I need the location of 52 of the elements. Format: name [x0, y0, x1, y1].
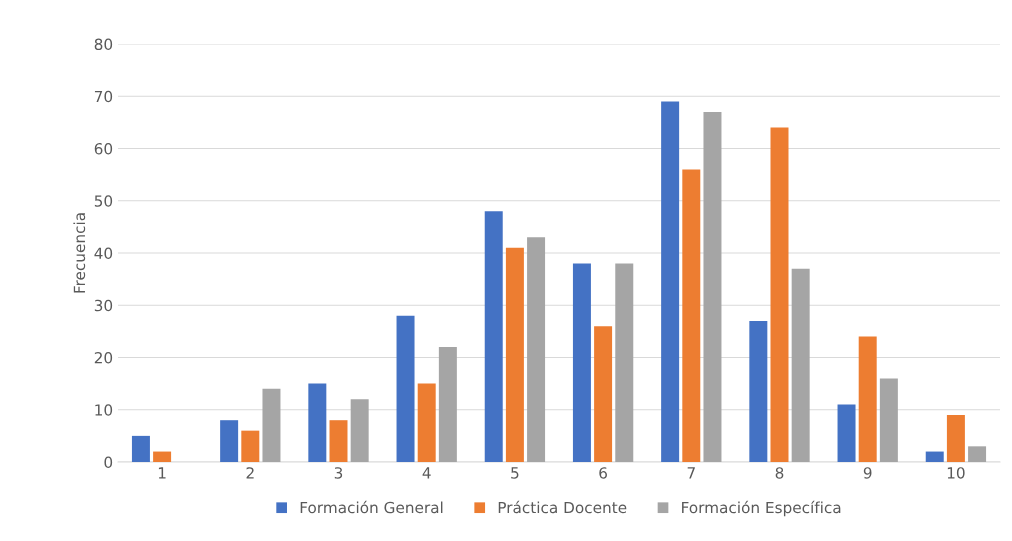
bar [484, 211, 503, 462]
legend-label: Formación General [300, 500, 443, 514]
x-tick-label: 6 [599, 467, 607, 479]
legend-label: Práctica Docente [498, 500, 627, 514]
bar [220, 420, 239, 462]
bar [925, 451, 944, 462]
x-tick-label: 7 [687, 467, 695, 479]
y-tick-label: 30 [94, 299, 113, 312]
x-tick-label: 1 [158, 467, 166, 479]
bar [879, 378, 898, 462]
bar [417, 383, 436, 462]
x-tick-label: 2 [246, 467, 254, 479]
bar [968, 446, 987, 462]
x-tick-label: 5 [511, 467, 519, 479]
bar [308, 383, 327, 462]
x-tick-label: 4 [422, 467, 431, 479]
bar [527, 237, 546, 462]
y-tick-label: 80 [94, 38, 113, 51]
y-tick-label: 0 [104, 456, 113, 469]
bar [505, 247, 524, 462]
bar [946, 414, 965, 462]
bar [131, 435, 150, 462]
y-tick-label: 50 [94, 195, 113, 207]
bar [396, 315, 415, 462]
x-tick-label: 8 [775, 467, 784, 479]
bar [438, 347, 457, 462]
legend-label: Formación Específica [682, 500, 841, 517]
bar [791, 268, 810, 462]
bar [837, 404, 856, 462]
bar [572, 263, 591, 462]
x-tick-label: 3 [334, 467, 343, 479]
bar [329, 420, 348, 462]
bar [241, 430, 260, 462]
bar [350, 399, 369, 462]
x-tick-label: 10 [947, 467, 965, 479]
y-tick-label: 20 [94, 351, 113, 364]
bar [703, 111, 722, 462]
bar [858, 336, 877, 462]
y-axis-title: Frecuencia [73, 213, 86, 293]
y-tick-label: 70 [94, 90, 113, 103]
y-tick-label: 60 [94, 142, 113, 155]
x-tick-label: 9 [863, 467, 872, 479]
bar [749, 320, 768, 462]
bar [682, 169, 701, 462]
bar [615, 263, 634, 462]
bar [661, 101, 680, 462]
bar [770, 127, 789, 462]
y-tick-label: 40 [94, 247, 113, 260]
y-tick-label: 10 [95, 404, 113, 416]
bar [262, 388, 281, 462]
bar [153, 451, 172, 462]
bar [594, 326, 613, 462]
